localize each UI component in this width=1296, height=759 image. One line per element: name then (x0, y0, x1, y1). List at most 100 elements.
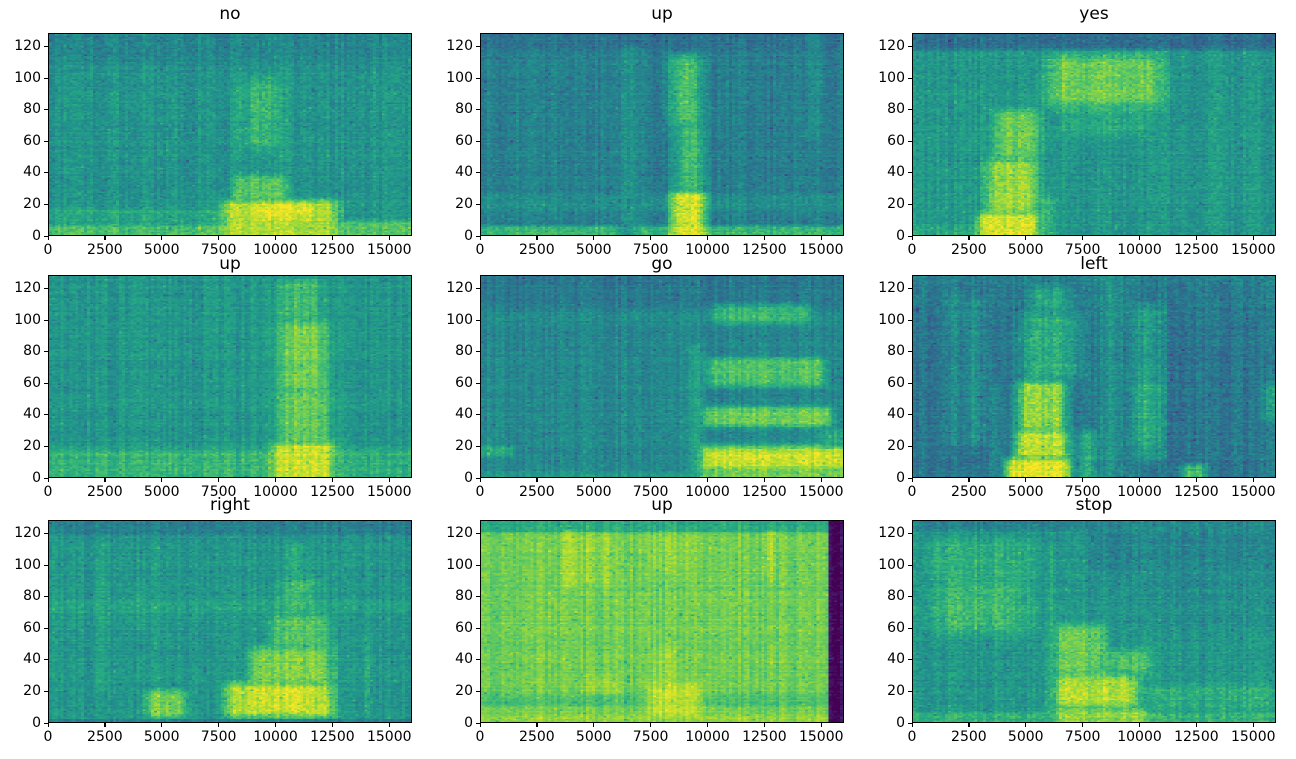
x-tick-mark (968, 478, 970, 482)
y-tick-label: 20 (23, 437, 41, 454)
x-tick-mark (388, 478, 390, 482)
x-tick-label: 7500 (200, 729, 237, 745)
x-tick-mark (218, 723, 220, 727)
subplot-title: stop (1075, 495, 1113, 515)
y-tick-label: 120 (446, 279, 473, 296)
x-tick-mark (479, 478, 481, 482)
spectrogram-plot (912, 275, 1276, 478)
subplot-title: up (651, 4, 673, 24)
x-tick-mark (1082, 236, 1084, 240)
x-tick-mark (536, 723, 538, 727)
y-tick-label: 60 (23, 374, 41, 391)
y-tick-label: 40 (887, 406, 905, 423)
y-tick-label: 20 (23, 195, 41, 212)
x-tick-mark (479, 723, 481, 727)
x-tick-label: 12500 (310, 729, 355, 745)
spectrogram-plot (912, 33, 1276, 236)
x-tick-label: 10000 (685, 729, 730, 745)
x-tick-mark (331, 478, 334, 482)
subplot-cell-8: stop 0 2500 5000 7500 10000 12500 15000 0 20 40 60… (864, 496, 1296, 759)
spectrogram-image (49, 521, 411, 722)
y-tick-label: 20 (455, 437, 473, 454)
x-tick-mark (650, 478, 652, 482)
y-tick-label: 80 (455, 101, 473, 118)
x-tick-mark (707, 478, 709, 482)
y-tick-label: 100 (878, 556, 905, 573)
y-tick-label: 80 (455, 588, 473, 605)
x-tick-label: 7500 (1064, 729, 1101, 745)
x-tick-label: 0 (475, 729, 485, 745)
x-tick-mark (388, 723, 390, 727)
x-tick-mark (104, 236, 106, 240)
x-tick-mark (1025, 236, 1027, 240)
y-tick-label: 40 (23, 164, 41, 181)
spectrogram-plot (480, 33, 844, 236)
subplot-title: up (219, 254, 241, 274)
x-tick-mark (968, 723, 970, 727)
y-tick-label: 80 (23, 101, 41, 118)
x-tick-mark (1139, 723, 1141, 727)
x-tick-label: 0 (907, 729, 917, 745)
x-tick-mark (47, 478, 49, 482)
spectrogram-image (913, 521, 1275, 722)
y-tick-label: 40 (455, 651, 473, 668)
x-tick-mark (47, 723, 49, 727)
spectrogram-image (481, 34, 843, 235)
y-tick-label: 40 (887, 164, 905, 181)
spectrogram-plot (48, 275, 412, 478)
x-tick-mark (536, 478, 538, 482)
spectrogram-image (481, 521, 843, 722)
y-tick-label: 60 (887, 619, 905, 636)
x-tick-mark (388, 236, 390, 240)
y-tick-label: 100 (446, 556, 473, 573)
spectrogram-plot (48, 520, 412, 723)
x-tick-mark (1195, 478, 1198, 482)
spectrogram-plot (48, 33, 412, 236)
x-tick-label: 15000 (366, 729, 412, 745)
y-tick-label: 60 (887, 374, 905, 391)
y-tick-label: 20 (455, 195, 473, 212)
y-tick-label: 100 (878, 311, 905, 328)
subplot-title: yes (1079, 4, 1109, 24)
x-tick-mark (820, 478, 822, 482)
x-tick-mark (1139, 236, 1141, 240)
y-tick-label: 0 (896, 714, 905, 731)
y-tick-label: 120 (446, 524, 473, 541)
y-tick-label: 20 (887, 195, 905, 212)
y-tick-label: 0 (896, 227, 905, 244)
x-tick-mark (1252, 236, 1254, 240)
subplot-title: up (651, 495, 673, 515)
x-tick-mark (275, 478, 277, 482)
x-tick-mark (1195, 723, 1198, 727)
y-tick-label: 100 (446, 69, 473, 86)
y-tick-label: 120 (14, 279, 41, 296)
x-tick-mark (650, 723, 652, 727)
x-tick-mark (820, 236, 822, 240)
y-tick-label: 0 (32, 227, 41, 244)
x-tick-mark (1139, 478, 1141, 482)
x-tick-label: 2500 (951, 729, 987, 745)
x-tick-mark (161, 723, 163, 727)
x-tick-mark (707, 723, 709, 727)
y-tick-label: 120 (878, 37, 905, 54)
y-tick-label: 20 (23, 682, 41, 699)
x-tick-label: 2500 (87, 729, 123, 745)
x-tick-mark (161, 236, 163, 240)
x-tick-mark (1025, 478, 1027, 482)
x-tick-mark (707, 236, 709, 240)
y-tick-label: 80 (887, 588, 905, 605)
x-tick-label: 0 (43, 729, 53, 745)
subplot-cell-7: up 0 2500 5000 7500 10000 12500 15000 0 20 40 60 80… (432, 496, 864, 759)
y-tick-label: 80 (455, 343, 473, 360)
y-tick-label: 0 (464, 469, 473, 486)
x-tick-mark (536, 236, 538, 240)
x-tick-mark (331, 723, 334, 727)
x-tick-mark (218, 478, 220, 482)
y-tick-label: 40 (23, 406, 41, 423)
spectrogram-image (49, 276, 411, 477)
y-tick-label: 20 (887, 682, 905, 699)
y-tick-label: 40 (887, 651, 905, 668)
y-tick-label: 60 (23, 132, 41, 149)
x-tick-mark (820, 723, 822, 727)
